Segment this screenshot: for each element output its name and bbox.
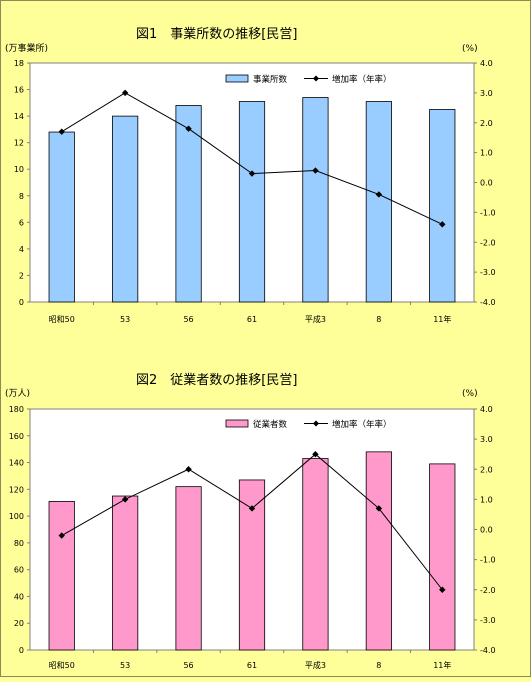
left-axis-unit: (万人) xyxy=(5,388,30,399)
right-axis-tick-label: 0.0 xyxy=(480,526,493,535)
bar xyxy=(302,458,329,651)
rate-marker xyxy=(185,125,192,132)
rate-marker xyxy=(312,167,319,174)
right-axis-tick-label: 2.0 xyxy=(480,465,493,474)
right-axis-tick-label: 0.0 xyxy=(480,179,493,188)
right-axis-tick-label: -2.0 xyxy=(480,238,496,247)
legend-line-marker xyxy=(313,75,319,82)
left-axis-tick-label: 100 xyxy=(9,512,24,521)
right-axis-tick-label: 4.0 xyxy=(480,59,493,68)
left-axis-tick-label: 8 xyxy=(19,192,24,201)
bar xyxy=(429,109,456,303)
rate-marker xyxy=(248,505,256,512)
left-axis-tick-label: 16 xyxy=(14,86,24,95)
chart-title: 図1 事業所数の推移[民営] xyxy=(136,26,297,42)
legend-line-marker xyxy=(313,420,319,427)
rate-marker xyxy=(248,170,256,177)
legend-line-label: 増加率（年率） xyxy=(332,74,392,85)
legend-line-label: 増加率（年率） xyxy=(332,419,392,430)
rate-marker xyxy=(185,466,192,473)
rate-marker xyxy=(312,450,319,458)
bar xyxy=(48,500,75,651)
category-label: 昭和50 xyxy=(49,315,75,324)
rate-marker xyxy=(121,89,129,97)
category-label: 56 xyxy=(183,661,193,670)
left-axis-tick-label: 0 xyxy=(19,646,24,655)
rate-marker xyxy=(58,128,65,135)
left-axis-tick-label: 60 xyxy=(14,566,24,575)
left-axis-tick-label: 180 xyxy=(9,405,24,414)
category-label: 53 xyxy=(120,315,130,324)
rate-marker xyxy=(375,505,383,512)
left-axis-tick-label: 14 xyxy=(14,112,24,121)
left-axis-tick-label: 20 xyxy=(14,619,24,628)
right-axis-tick-label: 1.0 xyxy=(480,149,493,158)
right-axis-tick-label: 2.0 xyxy=(480,119,493,128)
category-label: 61 xyxy=(247,315,257,324)
legend-bar-label: 従業者数 xyxy=(253,419,288,430)
right-axis-unit: (%) xyxy=(462,389,478,399)
category-label: 8 xyxy=(376,315,381,324)
right-axis-tick-label: -4.0 xyxy=(480,298,496,307)
category-label: 53 xyxy=(120,661,130,670)
chart-title: 図2 従業者数の推移[民営] xyxy=(136,372,297,388)
legend-bar-swatch xyxy=(225,419,249,428)
category-label: 11年 xyxy=(433,660,451,670)
right-axis-tick-label: -3.0 xyxy=(480,268,496,277)
left-axis-tick-label: 140 xyxy=(9,459,24,468)
category-label: 平成3 xyxy=(305,660,326,670)
right-axis-tick-label: 4.0 xyxy=(480,405,493,414)
left-axis-tick-label: 12 xyxy=(14,139,24,148)
rate-marker xyxy=(58,532,65,539)
right-axis-tick-label: -1.0 xyxy=(480,208,496,217)
bar xyxy=(112,495,139,651)
chart-establishments: 図1 事業所数の推移[民営] (万事業所) (%) 0 2 4 6 8 10 12 14 16 18 4.… xyxy=(5,26,496,324)
right-axis-tick-label: 1.0 xyxy=(480,495,493,504)
rate-marker xyxy=(375,191,383,198)
category-label: 昭和50 xyxy=(49,661,75,670)
rate-marker xyxy=(439,586,446,593)
left-axis-tick-label: 80 xyxy=(14,539,24,548)
right-axis-unit: (%) xyxy=(462,44,478,54)
legend-bar-swatch xyxy=(225,74,249,83)
left-axis-tick-label: 10 xyxy=(14,165,24,174)
rate-marker xyxy=(439,221,446,228)
left-axis-tick-label: 2 xyxy=(19,271,24,280)
bar xyxy=(175,486,202,651)
bar xyxy=(365,451,392,651)
rate-marker xyxy=(121,496,129,503)
right-axis-tick-label: -4.0 xyxy=(480,646,496,655)
category-label: 平成3 xyxy=(305,314,326,324)
right-axis-tick-label: -1.0 xyxy=(480,556,496,565)
category-label: 61 xyxy=(247,661,257,670)
right-axis-tick-label: -3.0 xyxy=(480,616,496,625)
bar xyxy=(112,115,139,303)
bar xyxy=(238,101,266,303)
legend-bar-label: 事業所数 xyxy=(253,74,288,85)
category-label: 8 xyxy=(376,661,381,670)
left-axis-tick-label: 160 xyxy=(9,432,24,441)
left-axis-tick-label: 120 xyxy=(9,485,24,494)
bar xyxy=(302,97,329,303)
bar xyxy=(48,131,75,303)
chart-employees: 図2 従業者数の推移[民営] (万人) (%) 0 20 40 60 80 100 120 140 1… xyxy=(5,372,496,670)
left-axis-unit: (万事業所) xyxy=(5,42,48,54)
category-label: 56 xyxy=(183,315,193,324)
right-axis-tick-label: 3.0 xyxy=(480,435,493,444)
right-axis-tick-label: 3.0 xyxy=(480,89,493,98)
category-label: 11年 xyxy=(433,314,451,324)
bar xyxy=(365,101,392,303)
bar xyxy=(175,105,202,303)
left-axis-tick-label: 0 xyxy=(19,298,24,307)
right-axis-tick-label: -2.0 xyxy=(480,586,496,595)
left-axis-tick-label: 4 xyxy=(19,245,24,254)
left-axis-tick-label: 40 xyxy=(14,592,24,601)
left-axis-tick-label: 18 xyxy=(14,59,24,68)
bar xyxy=(429,463,456,651)
left-axis-tick-label: 6 xyxy=(19,218,24,227)
